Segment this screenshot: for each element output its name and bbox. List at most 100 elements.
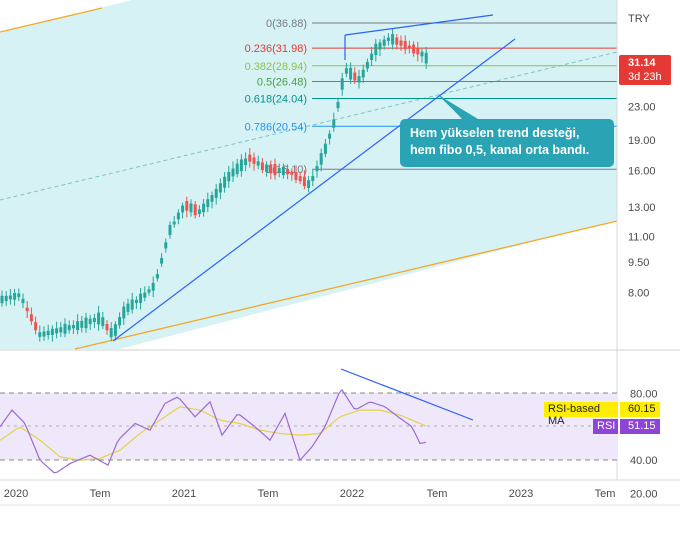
candle-body xyxy=(403,40,407,50)
time-tick-label: 2020 xyxy=(4,488,28,500)
candle-body xyxy=(13,293,17,300)
candle-body xyxy=(126,303,130,312)
candle-body xyxy=(193,204,197,216)
candle-body xyxy=(172,221,176,225)
candle-body xyxy=(55,328,59,334)
candle-body xyxy=(113,324,117,336)
candle-body xyxy=(176,212,180,220)
candle-body xyxy=(29,314,33,322)
candle-body xyxy=(386,37,390,42)
currency-label: TRY xyxy=(628,13,650,25)
time-tick-label: Tem xyxy=(595,488,616,500)
rsi-ma-value-tag: 60.15 xyxy=(620,402,660,417)
candle-body xyxy=(109,328,113,338)
candle-body xyxy=(256,161,260,166)
candle-body xyxy=(227,171,231,182)
fib-level-label: 0.618(24.04) xyxy=(245,94,307,106)
candle-body xyxy=(42,331,46,337)
annotation-line-1: Hem yükselen trend desteği, xyxy=(410,126,580,140)
price-pane: 0(36.88) 0.236(31.98) 0.382(28.94) 0.5(26.4… xyxy=(0,0,618,350)
rsi-tick-label: 80.00 xyxy=(630,388,658,400)
candle-body xyxy=(134,299,138,304)
candle-body xyxy=(244,158,248,166)
candle-body xyxy=(294,171,298,180)
candle-body xyxy=(143,292,147,298)
candle-body xyxy=(391,34,395,45)
callout-pointer xyxy=(440,96,478,119)
candle-body xyxy=(92,317,96,323)
rsi-value: 51.15 xyxy=(628,420,656,432)
candle-body xyxy=(46,330,50,336)
candle-body xyxy=(260,162,264,171)
candle-body xyxy=(88,318,92,325)
candle-body xyxy=(269,164,273,174)
fib-level-label: 0.5(26.48) xyxy=(257,76,307,88)
candle-body xyxy=(361,69,365,78)
candle-body xyxy=(130,299,134,310)
candle-body xyxy=(231,168,235,177)
trend-top-line xyxy=(344,14,494,36)
rsi-line xyxy=(0,388,427,474)
candle-body xyxy=(155,274,159,279)
fib-level-label: 0.236(31.98) xyxy=(245,43,307,55)
candle-body xyxy=(323,143,327,154)
channel-mid-line xyxy=(0,51,618,201)
candle-body xyxy=(424,52,428,64)
candle-body xyxy=(97,312,101,325)
candle-body xyxy=(101,317,105,327)
candle-body xyxy=(206,199,210,208)
candle-body xyxy=(67,325,71,331)
candle-body xyxy=(84,317,88,329)
candle-body xyxy=(412,44,416,54)
candle-body xyxy=(357,76,361,83)
rsi-ma-tag: RSI-based MA xyxy=(544,402,618,427)
candle-body xyxy=(420,51,424,57)
candle-body xyxy=(307,180,311,189)
candle-body xyxy=(382,39,386,46)
price-tick-label: 9.50 xyxy=(628,257,649,269)
price-tick-label: 16.00 xyxy=(628,165,656,177)
time-tick-label: 2021 xyxy=(172,488,196,500)
time-tick-label: Tem xyxy=(90,488,111,500)
candle-body xyxy=(50,328,54,335)
candle-body xyxy=(0,295,4,304)
price-tick-label: 13.00 xyxy=(628,202,656,214)
candle-body xyxy=(80,320,84,328)
rsi-ma-tag-label: RSI-based MA xyxy=(548,403,600,427)
candle-body xyxy=(277,167,281,173)
candle-body xyxy=(25,307,29,312)
time-tick-label: Tem xyxy=(427,488,448,500)
candle-body xyxy=(168,224,172,236)
annotation-callout[interactable]: Hem yükselen trend desteği, hem fibo 0,5… xyxy=(400,119,614,167)
candle-body xyxy=(164,242,168,249)
rsi-tag-label: RSI xyxy=(597,420,616,432)
channel-fill xyxy=(0,0,617,349)
time-tick-label: 2022 xyxy=(340,488,364,500)
candle-body xyxy=(328,133,332,139)
candle-body xyxy=(235,163,239,175)
candle-body xyxy=(202,203,206,213)
price-tick-label: 8.00 xyxy=(628,288,649,300)
candle-body xyxy=(315,166,319,172)
candle-body xyxy=(197,209,201,215)
candle-body xyxy=(34,322,38,331)
candle-body xyxy=(4,295,8,302)
candle-body xyxy=(151,282,155,291)
price-tick-label: 11.00 xyxy=(628,231,655,243)
candle-body xyxy=(218,183,222,193)
candle-body xyxy=(181,205,185,213)
candle-body xyxy=(281,166,285,176)
candle-body xyxy=(344,68,348,74)
candle-body xyxy=(105,324,109,331)
candle-body xyxy=(395,37,399,45)
candle-body xyxy=(71,324,75,329)
candle-body xyxy=(59,327,63,333)
candle-body xyxy=(210,195,214,202)
candle-body xyxy=(239,159,243,172)
candle-body xyxy=(416,47,420,55)
candle-body xyxy=(319,153,323,165)
candle-body xyxy=(122,306,126,319)
candle-body xyxy=(21,298,25,304)
